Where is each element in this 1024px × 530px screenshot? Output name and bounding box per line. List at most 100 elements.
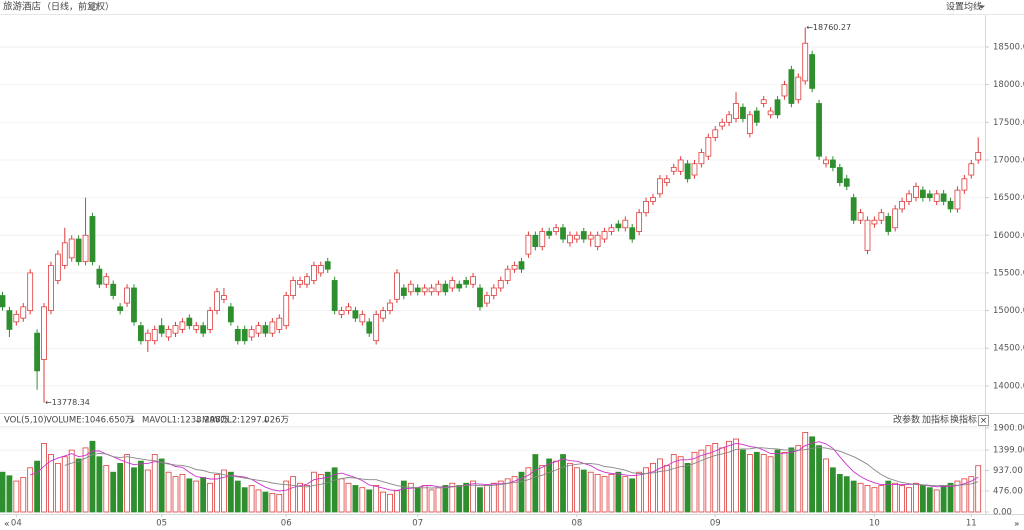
candle-body (560, 227, 566, 240)
volume-bar (82, 447, 89, 513)
volume-bar (158, 458, 165, 513)
volume-bar (691, 451, 698, 513)
volume-bar (919, 485, 926, 513)
volume-bar (352, 485, 359, 513)
candle-body (518, 261, 525, 270)
volume-bar (629, 478, 636, 513)
toolbar-button[interactable]: 换指标 (950, 414, 977, 426)
candle-body (843, 178, 850, 187)
candle-body (48, 265, 54, 311)
candle-body (283, 295, 290, 327)
volume-bar (6, 475, 13, 513)
candle-body (705, 136, 712, 157)
candle-body (214, 291, 220, 311)
candle-body (483, 295, 490, 304)
candle-body (504, 268, 511, 281)
scroll-right[interactable]: » (1014, 520, 1020, 530)
candle-body (740, 106, 746, 119)
candle-body (670, 167, 677, 172)
candle-body (719, 121, 726, 127)
volume-bar (560, 454, 566, 513)
candle-body (103, 276, 110, 285)
candle-body (144, 332, 151, 342)
x-tick-label: 08 (571, 519, 582, 529)
y-tick-label: 16000.00 (993, 231, 1024, 241)
candle-body (75, 238, 82, 263)
candle-body (746, 114, 753, 135)
candle-body (421, 287, 428, 293)
candle-body (151, 329, 158, 342)
settings-gear[interactable] (89, 2, 99, 12)
volume-bar (207, 482, 214, 513)
dropdown-arrow[interactable] (979, 5, 985, 9)
volume-bar (650, 462, 656, 513)
y-tick-label: 17500.00 (993, 118, 1024, 128)
volume-bar (816, 445, 822, 513)
candle-body (850, 197, 857, 221)
candle-body (54, 253, 61, 281)
candle-body (165, 329, 172, 338)
volume-bar (767, 456, 774, 513)
volume-bar (663, 465, 670, 513)
volume-bar (511, 476, 518, 513)
volume-bar (740, 449, 746, 513)
candle-body (629, 227, 636, 240)
volume-bar (297, 482, 303, 513)
candle-body (698, 152, 705, 165)
volume-bar (96, 456, 103, 513)
x-tick-label: 07 (412, 519, 423, 529)
y-tick-label: 15500.00 (993, 268, 1024, 278)
volume-bar (961, 478, 968, 513)
candle-body (442, 283, 449, 293)
candle-body (712, 129, 719, 138)
toolbar-button[interactable]: 改参数 (893, 414, 920, 426)
candle-body (359, 313, 366, 323)
volume-bar (490, 482, 497, 513)
volume-bar (89, 440, 96, 513)
volume-bar (608, 474, 615, 513)
candle-body (387, 302, 393, 311)
volume-bar (698, 449, 705, 513)
volume-bar (20, 477, 27, 513)
candle-body (6, 310, 13, 330)
volume-bar (41, 443, 47, 513)
candle-body (539, 231, 546, 247)
volume-bar (622, 476, 629, 513)
candle-body (366, 321, 373, 334)
candle-body (304, 276, 310, 285)
volume-bar (906, 487, 912, 513)
volume-bar (179, 474, 186, 513)
candle-body (317, 265, 324, 274)
candle-body (414, 287, 421, 293)
candle-body (400, 287, 407, 296)
ma-settings-menu[interactable]: 设置均线 (946, 1, 982, 13)
scroll-left[interactable]: « (4, 520, 10, 530)
volume-bar (892, 482, 899, 513)
candle-body (795, 76, 802, 101)
candle-body (20, 306, 27, 319)
volume-bar (746, 454, 753, 513)
extreme-label: ←18760.27 (806, 23, 851, 32)
volume-bar (317, 474, 324, 513)
candle-body (774, 99, 781, 116)
volume-bar (248, 485, 255, 513)
volume-bar (670, 454, 677, 513)
volume-bar (809, 436, 816, 513)
candle-body (477, 287, 483, 308)
volume-bar (899, 485, 905, 513)
close-box[interactable] (978, 415, 989, 426)
candle-body (968, 163, 975, 176)
volume-bar (830, 467, 836, 513)
close-button[interactable]: × (980, 416, 988, 426)
volume-bar (871, 487, 878, 513)
candle-body (871, 219, 878, 225)
candle-body (636, 212, 643, 232)
candle-body (456, 283, 463, 289)
candle-body (643, 200, 649, 214)
toolbar-button[interactable]: 加指标 (922, 414, 949, 426)
candle-body (823, 159, 829, 165)
y-tick-label: 18500.00 (993, 43, 1024, 53)
candle-body (816, 103, 822, 157)
volume-bar (304, 485, 310, 513)
candle-body (525, 234, 532, 255)
